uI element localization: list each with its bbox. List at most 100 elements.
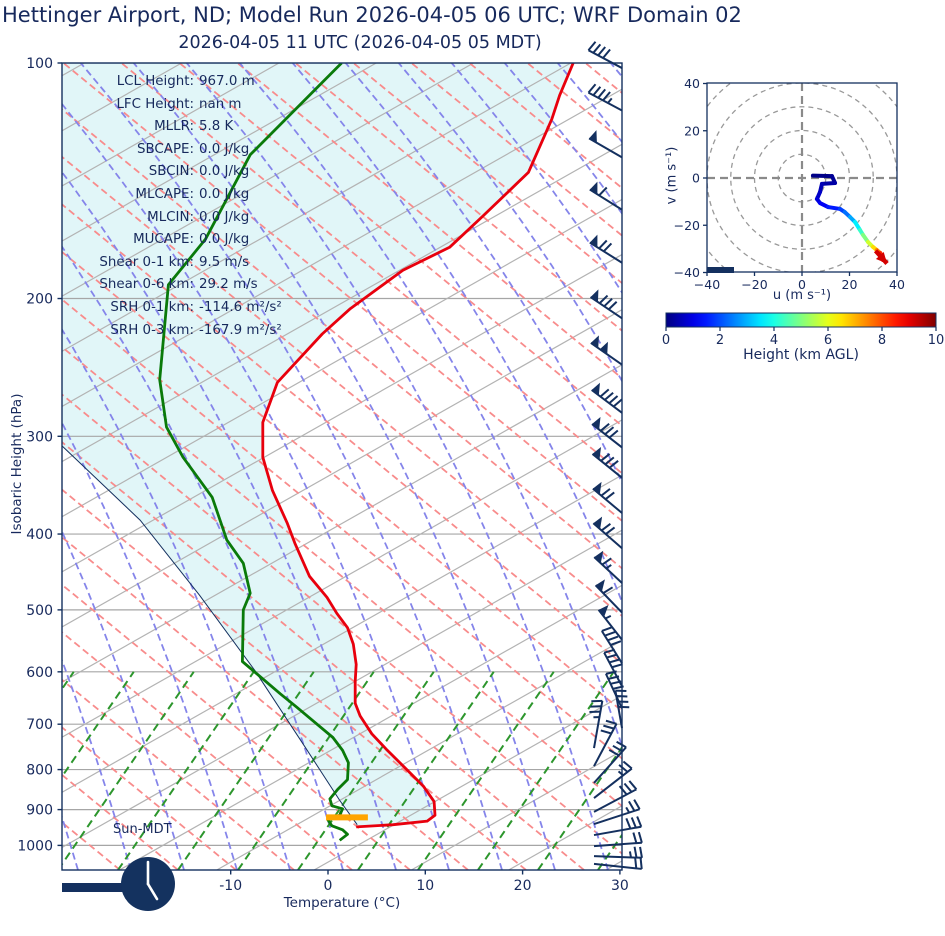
isotherm-line [216,639,622,870]
dry-adiabat-line [294,63,622,332]
dry-adiabat-line [62,345,622,808]
wind-barb [589,289,623,320]
wind-barb [594,579,623,614]
stat-row: SBCAPE: 0.0 J/kg [136,141,250,157]
wind-barb [591,416,623,449]
moist-adiabat-line [610,63,622,78]
wind-barb [592,481,623,514]
wind-barb [593,816,643,837]
hodograph-u-tick-label: −20 [741,277,767,292]
colorbar-tick-label: 6 [824,333,832,348]
dry-adiabat-line [643,63,945,870]
dry-adiabat-line [410,63,622,237]
hodograph-v-tick-label: −40 [674,265,700,280]
hodograph-u-tick-label: 0 [798,277,806,292]
mixing-ratio-line [297,671,435,870]
hodograph-wind-trace [810,173,889,266]
skewt-plot-border [61,62,623,871]
isotherm-line [62,63,377,242]
dry-adiabat-line [62,488,527,870]
wind-barb [593,719,618,767]
dry-adiabat-line [62,536,469,870]
figure-title: Hettinger Airport, ND; Model Run 2026-04… [2,3,742,27]
moist-adiabat-line [504,63,622,216]
wind-barb [593,760,633,799]
hodograph-v-tick-label: 20 [684,123,700,138]
moist-adiabat-line [186,63,609,870]
wind-barb [597,605,623,641]
wind-barb-column [587,41,643,870]
x-tick-label: 10 [416,878,434,894]
hodograph-u-tick-label: 40 [889,277,905,292]
wind-barb [603,648,623,687]
moist-adiabat-line [62,102,450,870]
wind-barb [593,846,643,859]
sun-time-label: Sun-MDT [113,822,172,837]
wind-barb [593,550,623,584]
wind-barb [605,670,624,709]
hodograph-u-tick-label: −40 [694,277,720,292]
hodograph-range-ring [730,106,874,250]
height-colorbar [665,312,937,328]
wind-barb [593,780,638,813]
stat-row: LCL Height: 967.0 m [116,74,255,89]
moist-adiabat-line [664,63,945,870]
isotherm-line [62,63,572,352]
dry-adiabat-line [178,63,622,427]
pressure-tick-label: 500 [26,603,53,619]
pressure-tick-label: 400 [26,527,53,543]
wind-barb [587,83,623,112]
isotherm-line [62,308,622,628]
isotherm-line [62,253,622,573]
isotherm-line [508,805,622,870]
wind-barb [593,857,643,870]
stat-row: SBCIN: 0.0 J/kg [148,164,250,180]
wind-barb [614,689,630,729]
pressure-tick-label: 300 [26,429,53,445]
dry-adiabat-line [526,63,622,142]
moist-adiabat-line [133,63,556,870]
mixing-ratio-line [62,671,195,866]
x-tick-label: -10 [219,878,242,894]
isotherm-line [62,364,622,683]
x-tick-label: 30 [611,878,629,894]
night-period-bar [62,883,123,892]
pressure-tick-label: 800 [26,763,53,779]
colorbar-tick-label: 4 [770,333,778,348]
mixing-ratio-line [237,671,375,870]
temperature-parcel-shading [62,63,574,827]
colorbar-tick-label: 0 [662,333,670,348]
hodograph-grid [707,83,897,272]
mixing-ratio-line [117,671,255,870]
isotherm-line [119,584,622,870]
dry-adiabat-line [62,155,622,618]
pressure-tick-label: 600 [26,665,53,681]
stat-row: MLCIN: 0.0 J/kg [147,209,250,225]
stat-row: Shear 0-6 km: 29.2 m/s [99,277,258,293]
isotherm-line [62,419,622,738]
moist-adiabat-line [292,63,622,605]
moist-adiabat-line [239,63,622,749]
colorbar-label: Height (km AGL) [743,347,859,363]
isotherm-line [605,860,622,870]
isotherm-line [62,198,622,518]
hodograph-u-axis-label: u (m s⁻¹) [772,288,832,303]
colorbar-tick-label: 2 [716,333,724,348]
isotherm-line [62,88,622,408]
moist-adiabat-line [62,327,291,870]
colorbar-tick-label: 10 [928,333,945,348]
pressure-tick-label: 200 [26,292,53,308]
x-tick-label: 0 [324,878,333,894]
colorbar-tick-label: 8 [878,333,886,348]
wind-barb [601,626,623,664]
dry-adiabat-line [62,298,622,760]
wind-barb [593,740,627,784]
wind-barb [588,130,623,159]
dry-adiabat-line [236,63,622,380]
dry-adiabat-line [62,631,353,870]
isotherm-line [62,529,622,849]
stat-row: MLLR: 5.8 K [154,119,234,135]
wind-barb [589,181,623,211]
figure-subtitle: 2026-04-05 11 UTC (2026-04-05 05 MDT) [178,33,542,53]
pressure-tick-label: 1000 [17,838,53,854]
